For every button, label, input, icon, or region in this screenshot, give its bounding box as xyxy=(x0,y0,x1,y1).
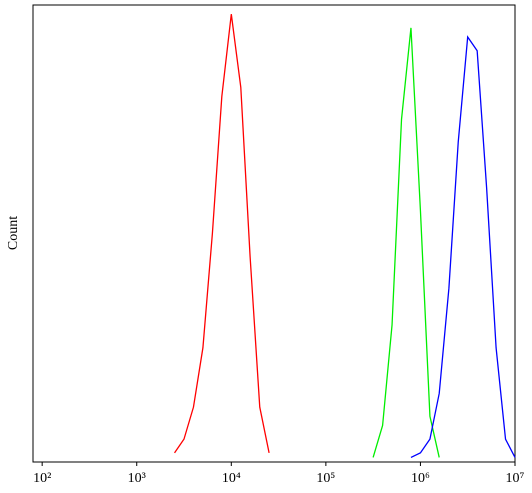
x-tick-label: 10⁶ xyxy=(411,471,430,486)
x-tick-label: 10⁵ xyxy=(316,471,335,486)
x-tick-label: 10⁷ xyxy=(506,471,525,486)
histogram-line xyxy=(173,14,270,454)
x-tick-label: 10³ xyxy=(128,471,146,486)
histogram-line xyxy=(410,35,516,459)
histogram-line xyxy=(372,27,440,458)
plot-frame xyxy=(32,4,516,463)
y-axis-label: Count xyxy=(6,216,21,250)
x-tick-label: 10² xyxy=(33,471,51,486)
x-tick-label: 10⁴ xyxy=(222,471,241,486)
